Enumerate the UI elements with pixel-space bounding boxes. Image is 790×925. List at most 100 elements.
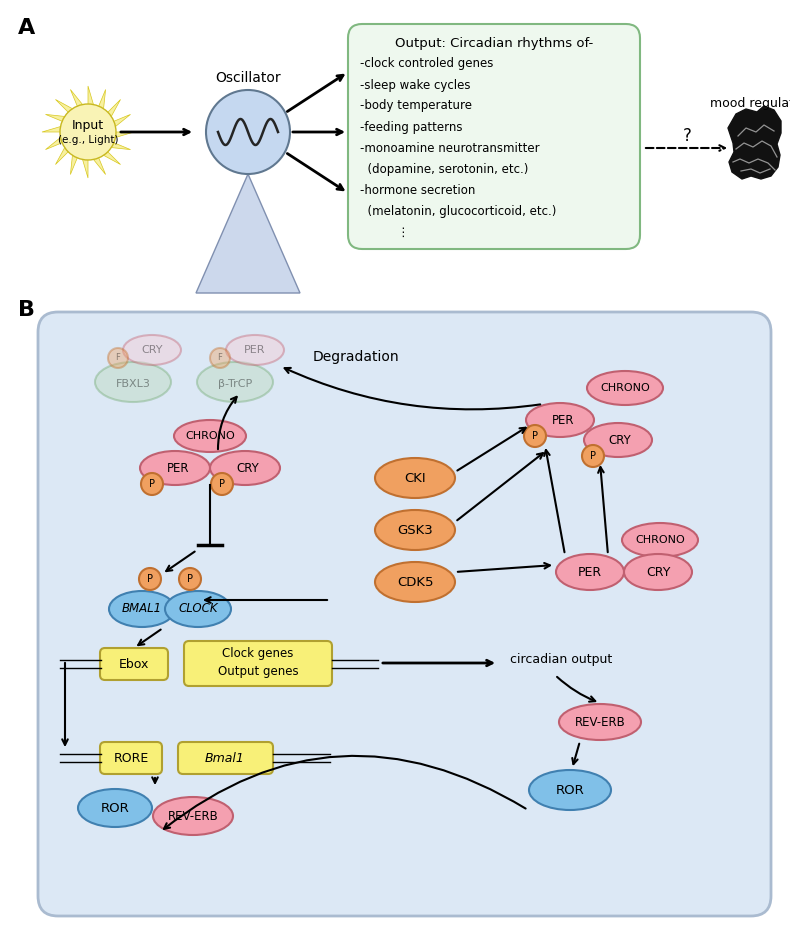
Ellipse shape [211, 473, 233, 495]
Ellipse shape [140, 451, 210, 485]
Text: Input: Input [72, 118, 104, 131]
Ellipse shape [375, 458, 455, 498]
Text: REV-ERB: REV-ERB [574, 716, 626, 729]
Polygon shape [88, 132, 130, 150]
Text: F: F [115, 353, 120, 363]
Text: GSK3: GSK3 [397, 524, 433, 536]
Text: BMAL1: BMAL1 [122, 602, 162, 615]
Text: CRY: CRY [237, 462, 259, 475]
Polygon shape [88, 100, 121, 132]
Text: -hormone secretion: -hormone secretion [360, 183, 476, 196]
Text: P: P [187, 574, 193, 584]
Text: (dopamine, serotonin, etc.): (dopamine, serotonin, etc.) [360, 163, 529, 176]
Text: -monoamine neurotransmitter: -monoamine neurotransmitter [360, 142, 540, 154]
Text: REV-ERB: REV-ERB [167, 809, 218, 822]
Polygon shape [88, 115, 130, 132]
Ellipse shape [210, 348, 230, 368]
FancyBboxPatch shape [100, 648, 168, 680]
Text: CRY: CRY [645, 565, 670, 578]
Text: Oscillator: Oscillator [215, 71, 280, 85]
Ellipse shape [584, 423, 652, 457]
Text: -sleep wake cycles: -sleep wake cycles [360, 79, 471, 92]
Polygon shape [70, 132, 88, 175]
Text: Ebox: Ebox [118, 658, 149, 671]
Polygon shape [46, 132, 88, 150]
Text: FBXL3: FBXL3 [115, 379, 150, 389]
Text: Degradation: Degradation [313, 350, 400, 364]
Ellipse shape [141, 473, 163, 495]
Text: F: F [217, 353, 223, 363]
Text: P: P [590, 451, 596, 461]
Text: Output genes: Output genes [218, 665, 299, 679]
Ellipse shape [179, 568, 201, 590]
Ellipse shape [375, 510, 455, 550]
Text: (melatonin, glucocorticoid, etc.): (melatonin, glucocorticoid, etc.) [360, 204, 556, 217]
FancyBboxPatch shape [100, 742, 162, 774]
Polygon shape [196, 174, 300, 293]
Text: P: P [147, 574, 153, 584]
Text: Bmal1: Bmal1 [205, 751, 245, 764]
Text: -body temperature: -body temperature [360, 100, 472, 113]
Text: P: P [149, 479, 155, 489]
Text: ?: ? [683, 127, 691, 145]
Ellipse shape [226, 335, 284, 365]
Text: PER: PER [244, 345, 265, 355]
Text: ROR: ROR [555, 783, 585, 796]
Polygon shape [70, 90, 88, 132]
Ellipse shape [109, 591, 175, 627]
Polygon shape [42, 127, 88, 132]
Ellipse shape [524, 425, 546, 447]
Ellipse shape [210, 451, 280, 485]
Text: CRY: CRY [608, 434, 631, 447]
Text: (e.g., Light): (e.g., Light) [58, 135, 118, 145]
Polygon shape [55, 100, 88, 132]
FancyBboxPatch shape [178, 742, 273, 774]
FancyBboxPatch shape [38, 312, 771, 916]
Text: ROR: ROR [100, 801, 130, 815]
Ellipse shape [95, 362, 171, 402]
Ellipse shape [526, 403, 594, 437]
Text: RORE: RORE [114, 751, 149, 764]
Text: Output: Circadian rhythms of-: Output: Circadian rhythms of- [395, 36, 593, 50]
Text: circadian output: circadian output [510, 652, 612, 665]
Polygon shape [88, 132, 106, 175]
Text: B: B [18, 300, 35, 320]
Circle shape [60, 104, 116, 160]
Text: PER: PER [551, 413, 574, 426]
Polygon shape [88, 132, 134, 138]
Polygon shape [55, 132, 88, 165]
Polygon shape [88, 86, 93, 132]
Ellipse shape [123, 335, 181, 365]
Text: PER: PER [167, 462, 190, 475]
Text: Clock genes: Clock genes [222, 648, 294, 660]
FancyBboxPatch shape [348, 24, 640, 249]
Text: CRY: CRY [141, 345, 163, 355]
Ellipse shape [153, 797, 233, 835]
Ellipse shape [622, 523, 698, 557]
Text: CHRONO: CHRONO [635, 535, 685, 545]
Text: P: P [532, 431, 538, 441]
Ellipse shape [624, 554, 692, 590]
Polygon shape [88, 90, 106, 132]
Ellipse shape [582, 445, 604, 467]
Ellipse shape [165, 591, 231, 627]
Text: P: P [219, 479, 225, 489]
Polygon shape [82, 132, 88, 178]
Ellipse shape [375, 562, 455, 602]
Text: CHRONO: CHRONO [600, 383, 650, 393]
Text: β-TrCP: β-TrCP [218, 379, 252, 389]
Ellipse shape [78, 789, 152, 827]
Text: CLOCK: CLOCK [179, 602, 218, 615]
Text: ⋮: ⋮ [360, 226, 409, 239]
Polygon shape [88, 132, 121, 165]
Text: PER: PER [578, 565, 602, 578]
Text: mood regulation: mood regulation [710, 97, 790, 110]
Text: CKI: CKI [404, 472, 426, 485]
Polygon shape [46, 115, 88, 132]
Text: -feeding patterns: -feeding patterns [360, 120, 462, 133]
Text: CDK5: CDK5 [397, 575, 433, 588]
Ellipse shape [108, 348, 128, 368]
Text: CHRONO: CHRONO [185, 431, 235, 441]
Text: A: A [18, 18, 36, 38]
Circle shape [206, 90, 290, 174]
